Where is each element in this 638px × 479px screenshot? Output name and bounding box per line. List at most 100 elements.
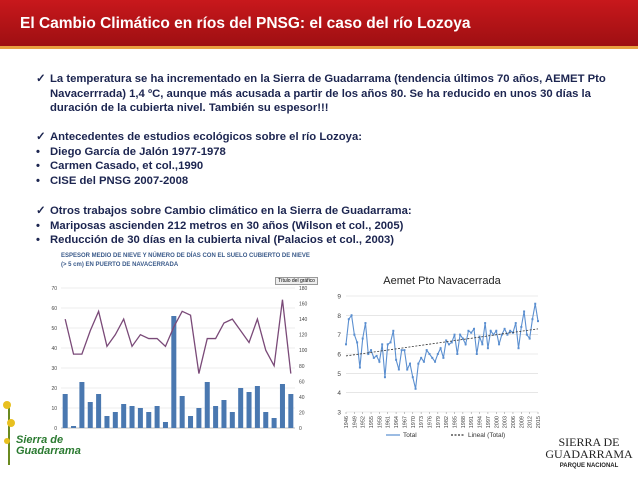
- bar: [154, 406, 160, 428]
- chart: Aemet Pto Navacerrada 3 4 5 6 7 8 9 1946 1949 1952…: [337, 275, 542, 439]
- bullet-text: Diego García de Jalón 1977-1978: [34, 145, 624, 160]
- y-tick-label: 5: [337, 371, 341, 378]
- x-tick-label: 1952: [361, 416, 367, 428]
- point: [422, 360, 425, 363]
- point: [534, 302, 537, 305]
- logo-plant: [3, 401, 15, 465]
- y-tick-label: 40: [51, 346, 57, 352]
- bar: [121, 404, 127, 428]
- y2-tick-label: 180: [299, 286, 308, 292]
- bar: [112, 412, 118, 428]
- chart-title: Aemet Pto Navacerrada: [383, 275, 501, 287]
- point: [400, 349, 403, 352]
- bullet-text: Carmen Casado, et col.,1990: [34, 159, 624, 174]
- x-tick-label: 1973: [419, 416, 425, 428]
- x-tick-label: 1970: [411, 416, 417, 428]
- y-tick-label: 0: [54, 426, 57, 432]
- x-tick-label: 1976: [427, 416, 433, 428]
- x-tick-label: 2000: [494, 416, 500, 428]
- x-tick-label: 1979: [436, 416, 442, 428]
- point: [453, 333, 456, 336]
- point: [406, 368, 409, 371]
- point: [353, 333, 356, 336]
- point: [484, 322, 487, 325]
- point: [414, 387, 417, 390]
- point: [420, 356, 423, 359]
- point: [492, 333, 495, 336]
- temp-chart: Aemet Pto Navacerrada 3 4 5 6 7 8 9 1946 1949 1952…: [326, 270, 546, 442]
- point: [434, 360, 437, 363]
- point: [383, 376, 386, 379]
- bar: [162, 422, 168, 428]
- y-tick-label: 10: [51, 406, 57, 412]
- bar: [87, 402, 93, 428]
- bar: [254, 386, 260, 428]
- point: [464, 343, 467, 346]
- x-tick-label: 1958: [377, 416, 383, 428]
- x-tick-label: 1994: [478, 416, 484, 428]
- y2-tick-label: 0: [299, 426, 302, 432]
- bar: [146, 412, 152, 428]
- point: [356, 341, 359, 344]
- point: [447, 343, 450, 346]
- y2-tick-label: 120: [299, 333, 308, 339]
- point: [389, 341, 392, 344]
- point: [537, 320, 539, 323]
- y-tick-label: 6: [337, 352, 341, 359]
- point: [364, 322, 367, 325]
- legend-label: Lineal (Total): [468, 432, 505, 439]
- point: [500, 333, 503, 336]
- bar: [171, 316, 177, 428]
- bar: [196, 408, 202, 428]
- logo-text: GUADARRAMA: [545, 447, 633, 461]
- y2-tick-label: 40: [299, 395, 305, 401]
- point: [461, 337, 464, 340]
- x-tick-label: 1991: [469, 416, 475, 428]
- point: [450, 341, 453, 344]
- point: [517, 347, 520, 350]
- x-tick-label: 1985: [453, 416, 459, 428]
- bullet-text: Reducción de 30 días en la cubierta niva…: [34, 233, 624, 248]
- point: [520, 325, 523, 328]
- x-tick-label: 1988: [461, 416, 467, 428]
- legend-label: Total: [403, 432, 417, 439]
- point: [509, 329, 512, 332]
- point: [481, 343, 484, 346]
- line: [345, 328, 539, 357]
- point: [470, 331, 473, 334]
- point: [361, 337, 364, 340]
- point: [358, 366, 361, 369]
- bar: [62, 394, 68, 428]
- point: [350, 314, 353, 317]
- point: [467, 329, 470, 332]
- point: [397, 368, 400, 371]
- x-tick-label: 1982: [444, 416, 450, 428]
- point: [514, 322, 517, 325]
- bar: [104, 416, 110, 428]
- point: [411, 376, 414, 379]
- point: [525, 333, 528, 336]
- bullet-text: Mariposas ascienden 212 metros en 30 año…: [34, 219, 624, 234]
- bar: [246, 392, 252, 428]
- point: [409, 362, 411, 365]
- point: [370, 349, 373, 352]
- point: [495, 329, 498, 332]
- y2-tick-label: 140: [299, 317, 308, 323]
- snow-chart: ESPESOR MEDIO DE NIEVE Y NÚMERO DE DÍAS …: [33, 250, 325, 442]
- point: [506, 333, 509, 336]
- y2-tick-label: 80: [299, 364, 305, 370]
- bar: [238, 388, 244, 428]
- x-tick-label: 2012: [528, 416, 534, 428]
- y-tick-label: 3: [337, 410, 341, 417]
- header: El Cambio Climático en ríos del PNSG: el…: [0, 0, 638, 49]
- line: [345, 303, 539, 389]
- point: [459, 333, 462, 336]
- bar: [271, 418, 277, 428]
- x-tick-label: 1946: [344, 416, 350, 428]
- point: [498, 343, 501, 346]
- y-tick-label: 60: [51, 306, 57, 312]
- bar: [188, 416, 194, 428]
- point: [431, 356, 434, 359]
- point: [478, 335, 481, 338]
